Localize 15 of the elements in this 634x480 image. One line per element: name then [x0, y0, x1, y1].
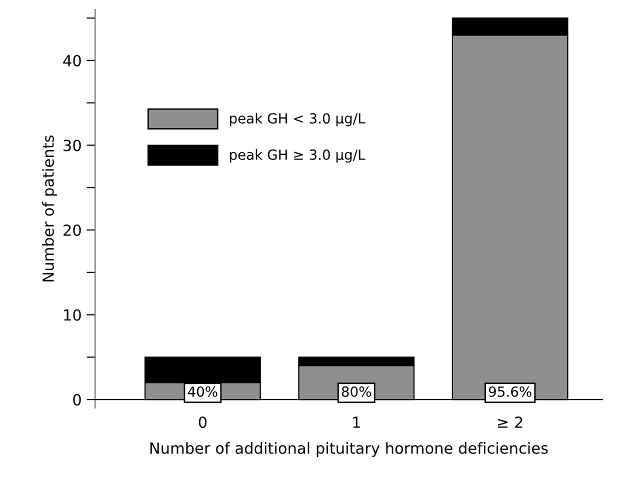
y-tick-label: 20 [64, 224, 81, 236]
legend-label: peak GH ≥ 3.0 μg/L [230, 149, 366, 163]
legend-label: peak GH < 3.0 μg/L [230, 112, 366, 126]
x-tick-label: ≥ 2 [498, 416, 522, 428]
y-tick-label: 30 [64, 140, 81, 152]
x-tick-label: 1 [353, 416, 360, 428]
y-tick-label: 40 [63, 54, 81, 66]
annotation: 95.6% [488, 386, 532, 397]
x-tick-label: 0 [198, 416, 207, 428]
annotation: 40% [188, 386, 218, 397]
y-axis-title: Number of patients [42, 135, 57, 282]
y-tick-label: 0 [73, 394, 81, 406]
y-tick-label: 10 [64, 309, 81, 321]
annotation: 80% [342, 386, 372, 397]
x-axis-title: Number of additional pituitary hormone deficiencies [150, 442, 548, 457]
